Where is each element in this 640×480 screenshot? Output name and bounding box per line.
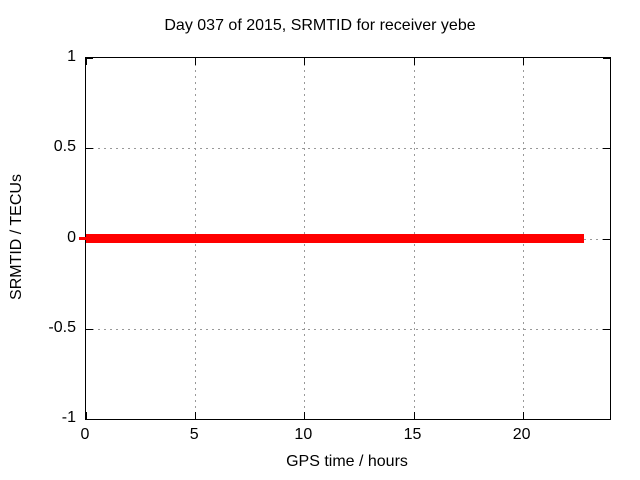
x-tick-mark <box>304 412 306 419</box>
x-axis-label: GPS time / hours <box>286 453 408 470</box>
x-tick-mark <box>195 412 197 419</box>
x-tick-mark <box>522 412 524 419</box>
y-tick-label: -1 <box>61 409 76 426</box>
y-tick-mark <box>86 419 93 420</box>
x-tick-mark <box>86 412 87 419</box>
x-tick-mark-top <box>413 58 415 65</box>
x-tick-mark-top <box>522 58 524 65</box>
chart-title: Day 037 of 2015, SRMTID for receiver yeb… <box>164 17 476 34</box>
x-tick-mark-top <box>195 58 197 65</box>
x-tick-label: 5 <box>189 426 199 443</box>
y-tick-label: -0.5 <box>48 318 76 336</box>
series-line-left-cap <box>79 237 86 240</box>
x-tick-label: 15 <box>403 426 422 443</box>
y-tick-mark-right <box>603 328 610 330</box>
y-tick-mark <box>86 58 93 59</box>
y-tick-mark-right <box>603 58 610 59</box>
y-tick-label: 0.5 <box>53 138 76 156</box>
x-tick-mark-top <box>86 58 87 65</box>
y-gridline <box>86 148 610 150</box>
x-tick-label: 20 <box>512 426 531 443</box>
y-gridline <box>86 328 610 330</box>
y-tick-mark <box>86 328 93 330</box>
y-tick-label: 0 <box>67 228 76 246</box>
x-tick-mark-top <box>304 58 306 65</box>
plot-area <box>79 57 611 420</box>
x-tick-label: 0 <box>80 426 90 443</box>
y-tick-mark-right <box>603 238 610 240</box>
series-line-srmtid <box>86 234 584 243</box>
y-tick-mark-right <box>603 148 610 150</box>
y-tick-mark-right <box>603 419 610 420</box>
y-tick-label: 1 <box>67 48 76 65</box>
x-tick-label: 10 <box>294 426 313 443</box>
x-tick-mark <box>413 412 415 419</box>
y-tick-mark <box>86 148 93 150</box>
